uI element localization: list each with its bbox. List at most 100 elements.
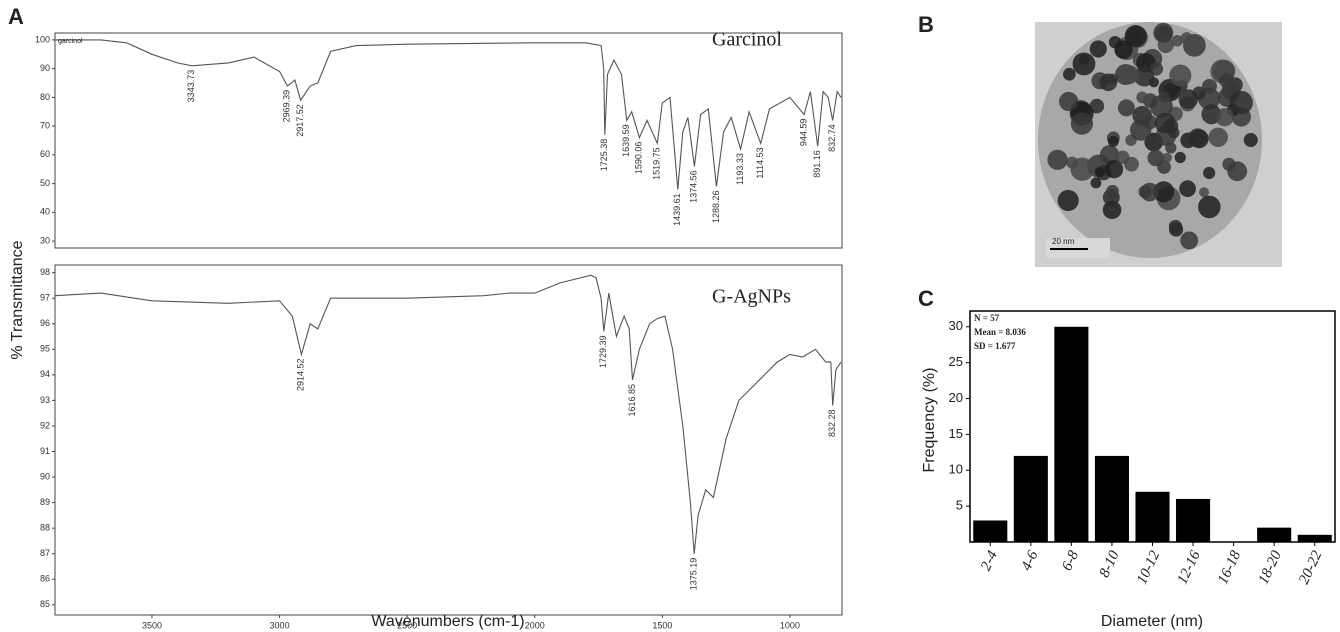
particle	[1178, 89, 1199, 109]
particle	[1124, 156, 1139, 172]
y-tick-label: 88	[40, 523, 50, 533]
x-tick-label: 4-6	[1019, 548, 1042, 573]
bar	[1013, 455, 1048, 542]
y-tick-label: 90	[40, 63, 50, 73]
y-tick-label: 40	[40, 207, 50, 217]
y-tick-label: 93	[40, 395, 50, 405]
y-tick-label: 90	[40, 471, 50, 481]
peak-label: 891.16	[812, 150, 822, 178]
peak-label: 1288.26	[711, 190, 721, 223]
plot-frame	[54, 32, 843, 249]
particle	[1117, 99, 1135, 117]
y-tick-label: 96	[40, 318, 50, 328]
particle	[1229, 90, 1253, 115]
peak-label: 1729.39	[598, 335, 608, 368]
peak-label: 1725.38	[599, 139, 609, 172]
particle	[1179, 180, 1196, 198]
peak-label: 1639.59	[621, 124, 631, 157]
particle	[1140, 182, 1160, 202]
x-tick-label: 18-20	[1256, 548, 1286, 587]
particle	[1104, 160, 1124, 179]
y-tick-label: 91	[40, 446, 50, 456]
peak-label: 832.28	[827, 410, 837, 438]
particle	[1070, 112, 1093, 135]
peak-label: 1590.06	[634, 142, 644, 175]
y-tick-label: 95	[40, 344, 50, 354]
particle	[1062, 67, 1076, 81]
peak-label: 1193.33	[735, 153, 745, 185]
x-tick-label: 6-8	[1059, 548, 1082, 573]
x-tick-label: 20-22	[1296, 548, 1326, 587]
particle	[1199, 187, 1210, 198]
y-tick-label: 60	[40, 149, 50, 159]
bar	[1135, 491, 1170, 542]
particle	[1134, 66, 1155, 87]
x-tick-label: 2500	[397, 620, 417, 630]
y-tick-label: 80	[40, 92, 50, 102]
particle	[1158, 91, 1170, 103]
particle	[1180, 32, 1193, 45]
particle	[1099, 73, 1118, 92]
plot-frame	[54, 264, 843, 616]
particle	[1215, 108, 1234, 127]
particle	[1072, 52, 1096, 76]
particle	[1222, 157, 1236, 171]
x-axis-label: Wavenumbers (cm-1)	[371, 613, 524, 630]
particle	[1059, 91, 1079, 112]
spectrum-line	[55, 39, 842, 190]
particle	[1147, 149, 1165, 167]
x-tick-label: 2000	[525, 620, 545, 630]
panel-tag: garcinol	[58, 38, 83, 45]
peak-label: 1114.53	[755, 147, 765, 178]
y-tick-label: 50	[40, 178, 50, 188]
bar	[1054, 326, 1089, 542]
bar	[1297, 534, 1332, 542]
panel-label: B	[918, 12, 934, 37]
x-tick-label: 2-4	[978, 548, 1001, 573]
y-tick-label: 97	[40, 293, 50, 303]
particle	[1124, 25, 1147, 48]
particle	[1153, 181, 1175, 203]
y-axis-label: % Transmittance	[9, 240, 26, 359]
peak-label: 944.59	[798, 119, 808, 147]
particle	[1136, 91, 1149, 104]
particle	[1165, 142, 1177, 154]
panel-label: C	[918, 286, 934, 311]
peak-label: 2914.52	[296, 358, 306, 391]
x-axis-label: Diameter (nm)	[1101, 613, 1203, 630]
y-tick-label: 10	[949, 462, 963, 477]
y-tick-label: 85	[40, 599, 50, 609]
particle	[1107, 135, 1119, 147]
bar	[1176, 498, 1211, 542]
particle	[1203, 166, 1216, 180]
y-tick-label: 30	[949, 318, 963, 333]
x-tick-label: 8-10	[1097, 548, 1123, 580]
peak-label: 1375.19	[689, 558, 699, 591]
particle	[1070, 157, 1094, 181]
y-tick-label: 30	[40, 235, 50, 245]
particle	[1114, 40, 1133, 59]
x-tick-label: 1500	[652, 620, 672, 630]
y-tick-label: 5	[956, 498, 963, 513]
particle	[1120, 65, 1140, 84]
particle	[1130, 119, 1152, 141]
spectrum-line	[54, 274, 842, 554]
bar	[973, 520, 1008, 542]
particle	[1094, 166, 1105, 178]
x-tick-label: 10-12	[1134, 548, 1164, 587]
y-tick-label: 25	[949, 354, 963, 369]
particle	[1161, 152, 1172, 163]
particle	[1208, 127, 1228, 147]
particle	[1198, 195, 1221, 219]
particle	[1089, 40, 1107, 58]
y-tick-label: 20	[949, 390, 963, 405]
particle	[1057, 189, 1079, 212]
particle	[1168, 219, 1183, 234]
tem-image	[1035, 22, 1282, 267]
particle	[1174, 151, 1186, 164]
particle	[1106, 184, 1119, 198]
peak-label: 1519.75	[652, 147, 662, 180]
y-tick-label: 86	[40, 574, 50, 584]
particle	[1153, 22, 1174, 43]
